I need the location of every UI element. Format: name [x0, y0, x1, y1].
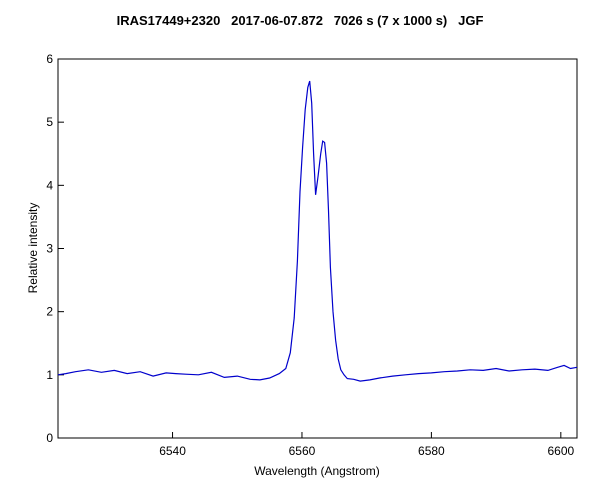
x-tick-label: 6580 [418, 444, 445, 458]
x-tick-label: 6600 [547, 444, 574, 458]
y-tick-label: 1 [46, 368, 53, 382]
y-tick-label: 4 [46, 178, 53, 192]
y-tick-label: 6 [46, 52, 53, 66]
y-tick-label: 3 [46, 242, 53, 256]
x-tick-label: 6560 [289, 444, 316, 458]
spectrum-line [57, 80, 578, 382]
x-axis-ticks: 6540 6560 6580 6600 [159, 432, 574, 458]
y-axis-label: Relative intensity [26, 203, 40, 294]
chart-title: IRAS17449+2320 2017-06-07.872 7026 s (7 … [116, 13, 484, 28]
y-tick-label: 5 [46, 115, 53, 129]
y-axis-ticks: 0 1 2 3 4 5 6 [46, 52, 64, 445]
x-axis-label: Wavelength (Angstrom) [254, 464, 380, 478]
y-tick-label: 2 [46, 305, 53, 319]
plot-area-frame [57, 58, 578, 439]
x-tick-label: 6540 [159, 444, 186, 458]
y-tick-label: 0 [46, 431, 53, 445]
